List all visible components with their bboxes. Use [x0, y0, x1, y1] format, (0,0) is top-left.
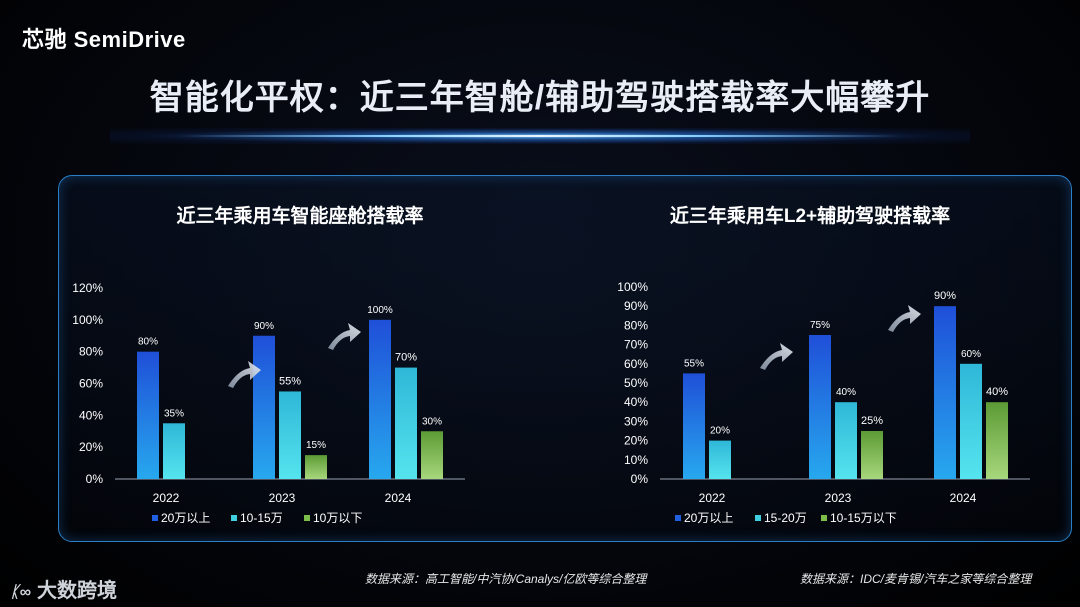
y-tick-label: 70%	[624, 338, 648, 352]
bar	[137, 351, 159, 479]
legend-label: 10万以下	[313, 511, 362, 525]
y-tick-label: 0%	[86, 472, 104, 486]
bar	[305, 455, 327, 479]
data-label: 90%	[934, 290, 956, 302]
y-tick-label: 100%	[72, 313, 103, 327]
brand-watermark: ᛕ∞ 大数跨境	[10, 574, 117, 603]
legend-label: 10-15万	[240, 511, 283, 525]
trend-arrow-icon	[888, 305, 921, 332]
y-tick-label: 0%	[631, 472, 649, 486]
x-tick-label: 2024	[950, 491, 977, 505]
trend-arrow-icon	[760, 343, 793, 370]
data-label: 25%	[861, 415, 883, 427]
y-tick-label: 40%	[624, 395, 648, 409]
page-title: 智能化平权：近三年智舱/辅助驾驶搭载率大幅攀升	[149, 79, 931, 117]
source-note-right: 数据来源：IDC/麦肯锡/汽车之家等综合整理	[800, 572, 1032, 586]
y-tick-label: 90%	[624, 299, 648, 313]
data-label: 40%	[986, 386, 1008, 398]
bar	[683, 373, 705, 479]
y-tick-label: 80%	[79, 345, 103, 359]
data-label: 15%	[306, 440, 326, 451]
bar	[986, 402, 1008, 479]
x-tick-label: 2023	[269, 491, 296, 505]
title-glow-line	[180, 135, 900, 137]
bar	[253, 335, 275, 479]
legend-swatch	[821, 515, 827, 521]
y-tick-label: 20%	[624, 434, 648, 448]
legend-label: 10-15万以下	[830, 511, 897, 525]
data-label: 80%	[138, 337, 158, 348]
bar	[960, 363, 982, 479]
chart-title-adas: 近三年乘用车L2+辅助驾驶搭载率	[669, 206, 951, 227]
legend-label: 20万以上	[161, 511, 210, 525]
data-label: 55%	[279, 375, 301, 387]
data-label: 90%	[254, 321, 274, 332]
trend-arrow-icon	[228, 361, 261, 388]
bar	[279, 391, 301, 479]
legend-label: 15-20万	[764, 511, 807, 525]
bar	[809, 335, 831, 479]
trend-arrow-icon	[328, 323, 361, 350]
brand-mark-icon: ᛕ∞	[10, 584, 32, 601]
bar	[835, 402, 857, 479]
legend-swatch	[675, 515, 681, 521]
x-tick-label: 2022	[153, 491, 180, 505]
legend-swatch	[152, 515, 158, 521]
x-tick-label: 2024	[385, 491, 412, 505]
data-label: 75%	[810, 320, 830, 331]
bar	[163, 423, 185, 479]
y-tick-label: 50%	[624, 376, 648, 390]
bar	[861, 431, 883, 479]
x-tick-label: 2022	[699, 491, 726, 505]
source-note-left: 数据来源：高工智能/中汽协/Canalys/亿欧等综合整理	[365, 572, 647, 586]
bar	[395, 367, 417, 479]
data-label: 70%	[395, 352, 417, 364]
legend-swatch	[231, 515, 237, 521]
bar	[369, 319, 391, 479]
charts-panel	[58, 175, 1072, 542]
data-label: 40%	[836, 387, 856, 398]
data-label: 100%	[367, 305, 393, 316]
bar	[709, 440, 731, 479]
legend-swatch	[755, 515, 761, 521]
y-tick-label: 100%	[617, 280, 648, 294]
data-label: 60%	[961, 349, 981, 360]
y-tick-label: 20%	[79, 440, 103, 454]
semidrive-logo: 芯驰 SemiDrive	[22, 27, 186, 52]
x-tick-label: 2023	[825, 491, 852, 505]
chart-title-cockpit: 近三年乘用车智能座舱搭载率	[176, 206, 424, 227]
y-tick-label: 120%	[72, 281, 103, 295]
y-tick-label: 40%	[79, 408, 103, 422]
y-tick-label: 80%	[624, 318, 648, 332]
legend-swatch	[304, 515, 310, 521]
y-tick-label: 10%	[624, 453, 648, 467]
y-tick-label: 30%	[624, 414, 648, 428]
bar	[934, 306, 956, 479]
y-tick-label: 60%	[79, 377, 103, 391]
legend-label: 20万以上	[684, 511, 733, 525]
y-tick-label: 60%	[624, 357, 648, 371]
data-label: 55%	[684, 358, 704, 369]
brand-text: 大数跨境	[37, 580, 118, 602]
data-label: 30%	[422, 416, 442, 427]
data-label: 35%	[164, 408, 184, 419]
data-label: 20%	[710, 426, 730, 437]
bar	[421, 431, 443, 479]
